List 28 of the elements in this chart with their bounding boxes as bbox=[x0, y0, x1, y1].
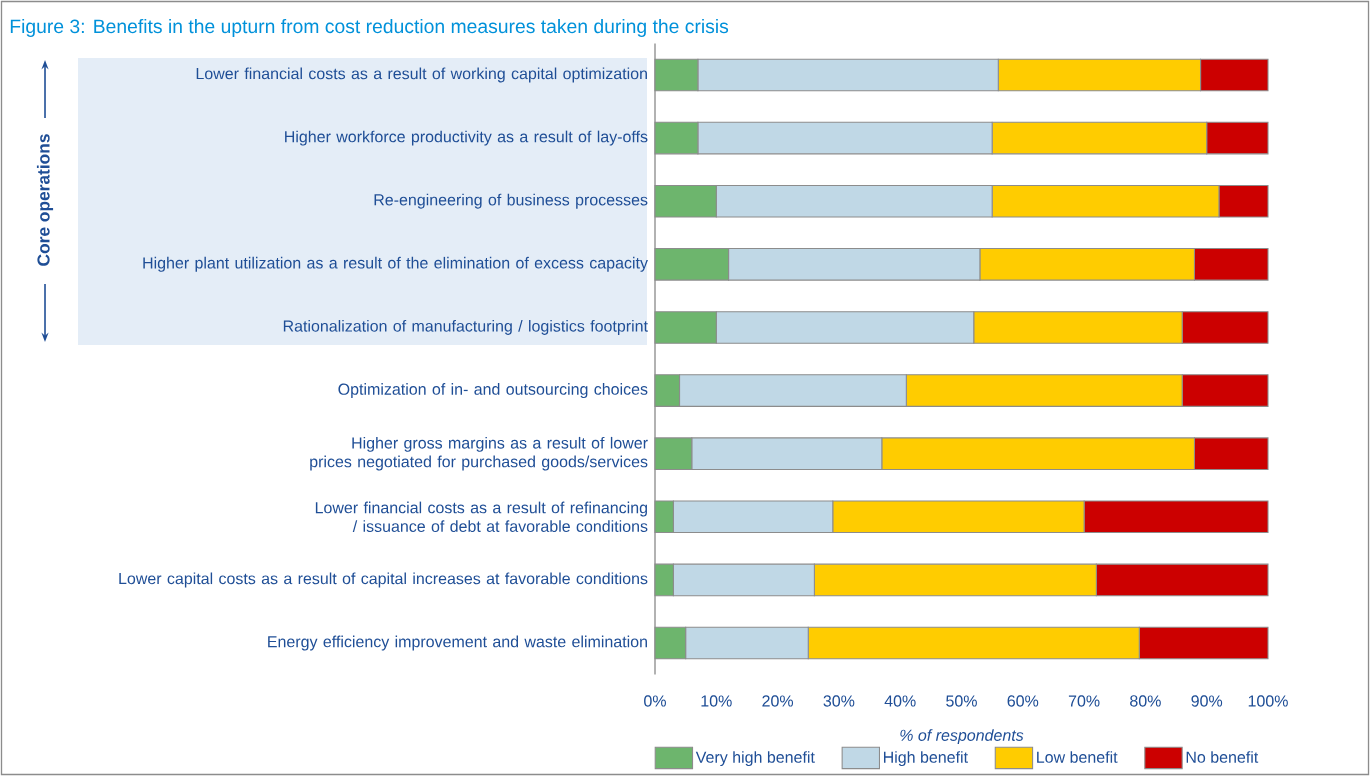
x-tick-label: 70% bbox=[1068, 695, 1100, 707]
x-tick-label: 20% bbox=[762, 695, 794, 707]
legend-label: High benefit bbox=[883, 751, 968, 767]
x-tick-label: 50% bbox=[946, 695, 977, 707]
x-tick-label: 80% bbox=[1130, 695, 1161, 707]
y-tick-label: Energy efficiency improvement and waste elimination bbox=[268, 635, 647, 651]
text: Figure 3: Benefits in the upturn from cost reduction measures taken during the crisis bbox=[10, 18, 729, 38]
y-tick-label: Lower financial costs as a result of refinancing / issuance of debt at favorable conditions bbox=[315, 501, 648, 532]
y-tick-label: Lower capital costs as a result of capital increases at favorable conditions bbox=[119, 572, 648, 588]
legend-label: Very high benefit bbox=[695, 751, 815, 767]
x-tick-label: 30% bbox=[823, 695, 855, 707]
x-tick-label: 40% bbox=[884, 695, 916, 707]
x-tick-label: 100% bbox=[1248, 695, 1288, 707]
x-tick-label: 0% bbox=[644, 695, 666, 707]
x-axis-title: % of respondents bbox=[900, 729, 1024, 745]
legend-label: No benefit bbox=[1186, 751, 1259, 763]
y-tick-label: Lower financial costs as a result of working capital optimization bbox=[196, 67, 647, 83]
y-tick-label: Higher workforce productivity as a result of lay-offs bbox=[285, 130, 648, 146]
y-tick-label: Rationalization of manufacturing / logistics footprint bbox=[283, 320, 648, 335]
text: Core operations bbox=[36, 134, 54, 266]
y-tick-label: Optimization of in- and outsourcing choices bbox=[338, 383, 648, 399]
legend-label: Low benefit bbox=[1037, 751, 1118, 763]
x-tick-label: 90% bbox=[1191, 695, 1223, 707]
y-tick-label: Higher gross margins as a result of lower prices negotiated for purchased goods/services bbox=[310, 436, 648, 471]
y-tick-label: Re-engineering of business processes bbox=[374, 193, 648, 209]
x-tick-label: 60% bbox=[1007, 695, 1039, 707]
x-tick-label: 10% bbox=[701, 695, 732, 707]
y-tick-label: Higher plant utilization as a result of the elimination of excess capacity bbox=[143, 256, 648, 272]
